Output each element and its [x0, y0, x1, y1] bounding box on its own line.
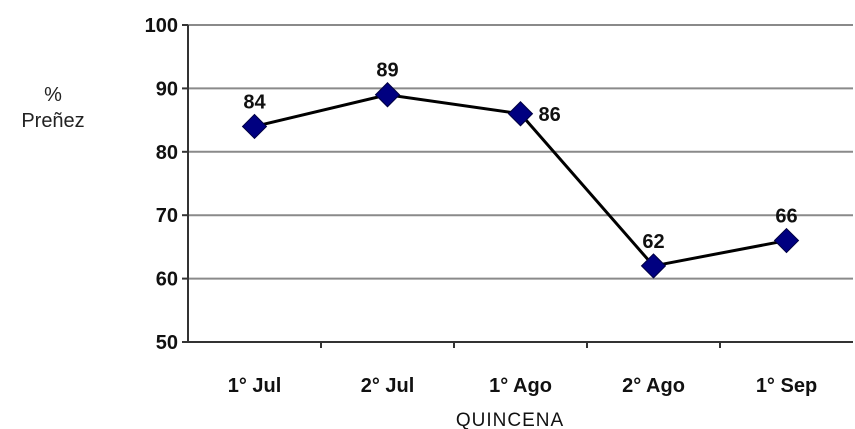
- data-label: 62: [642, 231, 664, 253]
- y-axis-label-text: Preñez: [21, 110, 85, 132]
- data-point-marker: [640, 253, 667, 279]
- data-label: 66: [775, 206, 797, 228]
- data-markers: [241, 82, 800, 279]
- gridlines: [188, 24, 853, 280]
- x-tick-label: 1° Ago: [489, 375, 552, 397]
- x-axis-title: QUINCENA: [456, 410, 564, 429]
- y-axis-label: % Preñez: [18, 82, 88, 134]
- data-label: 84: [243, 91, 266, 113]
- y-tick-label: 60: [156, 269, 178, 291]
- data-label: 86: [539, 104, 561, 126]
- data-point-marker: [507, 101, 534, 127]
- data-point-marker: [374, 82, 401, 108]
- data-point-marker: [241, 113, 268, 140]
- y-tick-label: 90: [156, 78, 178, 100]
- x-tick-label: 1° Jul: [228, 375, 282, 397]
- x-tick-label: 2° Jul: [361, 375, 415, 397]
- x-tick-label: 1° Sep: [756, 375, 817, 397]
- y-tick-label: 100: [145, 15, 178, 37]
- x-tick-labels: 1° Jul 2° Jul 1° Ago 2° Ago 1° Sep: [228, 375, 817, 397]
- y-tick-label: 50: [156, 332, 178, 354]
- data-labels: 84 89 86 62 66: [243, 60, 797, 253]
- y-tick-label: 70: [156, 205, 178, 227]
- y-tick-label: 80: [156, 142, 178, 164]
- y-axis-label-symbol: %: [44, 84, 62, 106]
- data-label: 89: [376, 60, 398, 82]
- data-point-marker: [773, 227, 800, 254]
- y-tick-labels: 50 60 70 80 90 100: [145, 15, 178, 354]
- x-tick-label: 2° Ago: [622, 375, 685, 397]
- axes: [182, 24, 853, 348]
